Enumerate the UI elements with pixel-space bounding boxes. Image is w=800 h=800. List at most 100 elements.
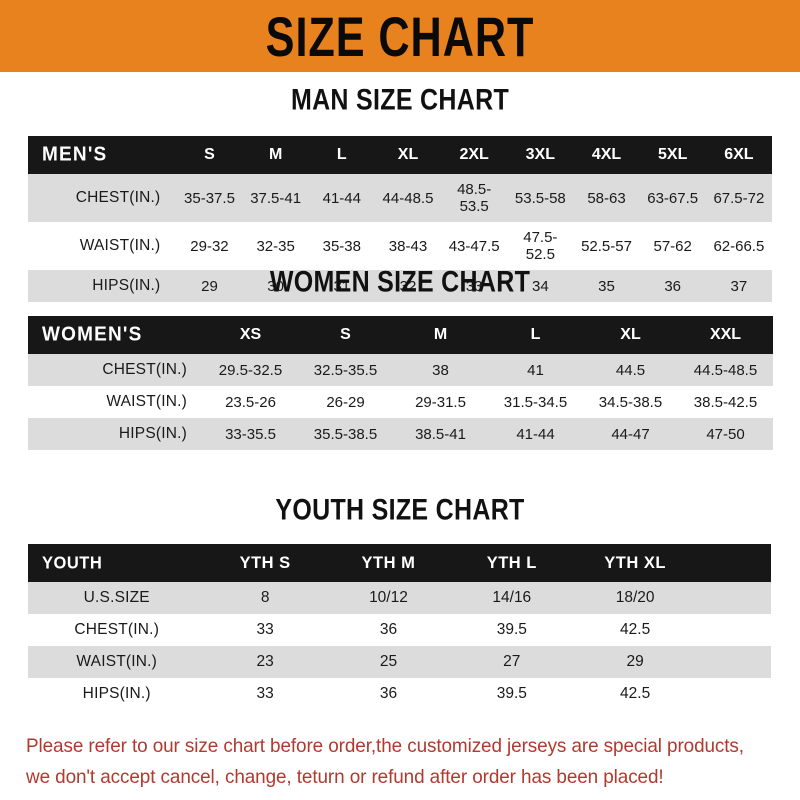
women-cell-2-3: 41-44	[516, 425, 555, 443]
men-cell-1-6: 52.5-57	[581, 237, 632, 255]
women-cell-1-2: 29-31.5	[415, 393, 466, 411]
youth-size-table: YOUTH YTH S YTH M YTH L YTH XL U.S.SIZE …	[28, 544, 771, 710]
women-cell-1-3: 31.5-34.5	[503, 393, 568, 411]
men-cell-1-2: 35-38	[322, 237, 361, 255]
men-header-row: MEN'S S M L XL 2XL 3XL 4XL 5XL 6XL	[28, 136, 772, 174]
youth-row-label-2: WAIST(IN.)	[76, 653, 158, 670]
youth-cell-1-3: 42.5	[620, 621, 651, 638]
youth-cell-1-spacer	[697, 614, 771, 646]
men-cell-2-2: 31	[333, 277, 351, 295]
table-row: WAIST(IN.) 29-32 32-35 35-38 38-43 43-47…	[28, 222, 772, 270]
table-row: HIPS(IN.) 33-35.5 35.5-38.5 38.5-41 41-4…	[28, 418, 773, 450]
men-row-label-2: HIPS(IN.)	[92, 277, 161, 294]
youth-cell-0-spacer	[697, 582, 771, 614]
youth-col-header-spacer	[697, 544, 771, 582]
table-row: WAIST(IN.) 23 25 27 29	[28, 646, 771, 678]
youth-cell-3-2: 39.5	[496, 685, 527, 702]
table-row: CHEST(IN.) 35-37.5 37.5-41 41-44 44-48.5…	[28, 174, 772, 222]
women-section-title: WOMEN SIZE CHART	[269, 265, 531, 299]
youth-cell-0-1: 10/12	[369, 589, 408, 606]
youth-cell-3-3: 42.5	[620, 685, 651, 702]
women-header-row: WOMEN'S XS S M L XL XXL	[28, 316, 773, 354]
table-row: CHEST(IN.) 29.5-32.5 32.5-35.5 38 41 44.…	[28, 354, 773, 386]
youth-cell-3-1: 36	[379, 685, 398, 702]
youth-cell-3-spacer	[697, 678, 771, 710]
men-cell-1-7: 57-62	[653, 237, 692, 255]
women-cell-2-4: 44-47	[611, 425, 650, 443]
men-table-head: MEN'S S M L XL 2XL 3XL 4XL 5XL 6XL	[28, 136, 772, 174]
men-col-header-2: L	[336, 146, 347, 163]
youth-cell-3-0: 33	[256, 685, 274, 702]
women-cell-0-2: 38	[432, 361, 449, 379]
youth-table-head: YOUTH YTH S YTH M YTH L YTH XL	[28, 544, 771, 582]
youth-cell-0-0: 8	[260, 589, 270, 606]
women-cell-2-0: 33-35.5	[225, 425, 276, 443]
men-cell-0-3: 44-48.5	[382, 189, 434, 207]
men-row-label-1: WAIST(IN.)	[79, 237, 161, 254]
men-col-header-6: 4XL	[591, 146, 622, 163]
youth-row-label-0: U.S.SIZE	[83, 589, 150, 606]
men-cell-2-6: 35	[598, 277, 615, 295]
disclaimer: Please refer to our size chart before or…	[26, 731, 755, 793]
youth-header-row: YOUTH YTH S YTH M YTH L YTH XL	[28, 544, 771, 582]
men-cell-0-0: 35-37.5	[184, 189, 235, 207]
men-cell-0-6: 58-63	[587, 189, 626, 207]
youth-cell-0-3: 18/20	[615, 589, 655, 606]
youth-cell-2-2: 27	[503, 653, 521, 670]
men-cell-2-7: 36	[664, 277, 682, 295]
women-col-header-1: S	[340, 326, 351, 343]
youth-cell-1-0: 33	[256, 621, 274, 638]
men-cell-0-4: 48.5-53.5	[457, 181, 492, 215]
youth-col-header-1: YTH M	[361, 553, 416, 572]
men-cell-2-8: 37	[730, 277, 748, 295]
women-cell-0-0: 29.5-32.5	[218, 361, 283, 379]
youth-cell-1-2: 39.5	[496, 621, 527, 638]
men-col-header-5: 3XL	[525, 146, 555, 163]
women-col-header-3: L	[530, 326, 541, 343]
youth-col-header-2: YTH L	[486, 553, 537, 572]
men-cell-1-5: 47.5-52.5	[523, 229, 558, 263]
men-cell-2-5: 34	[531, 277, 549, 295]
youth-row-label-3: HIPS(IN.)	[82, 685, 151, 702]
men-cell-1-8: 62-66.5	[713, 237, 765, 255]
men-table-body: CHEST(IN.) 35-37.5 37.5-41 41-44 44-48.5…	[28, 174, 772, 302]
men-cell-2-1: 30	[267, 277, 284, 295]
women-col-header-4: XL	[620, 326, 641, 343]
banner: SIZE CHART	[0, 0, 800, 72]
table-row: WAIST(IN.) 23.5-26 26-29 29-31.5 31.5-34…	[28, 386, 773, 418]
men-cell-0-8: 67.5-72	[713, 189, 765, 207]
youth-row-label-1: CHEST(IN.)	[74, 621, 160, 638]
women-cell-0-5: 44.5-48.5	[693, 361, 758, 379]
men-col-header-7: 5XL	[658, 146, 688, 163]
men-cell-0-2: 41-44	[322, 189, 361, 207]
men-col-header-0: S	[204, 146, 215, 163]
women-row-label-2: HIPS(IN.)	[118, 425, 187, 442]
men-corner-label: MEN'S	[42, 143, 108, 166]
table-row: CHEST(IN.) 33 36 39.5 42.5	[28, 614, 771, 646]
men-cell-2-3: 32	[399, 277, 417, 295]
youth-section-title: YOUTH SIZE CHART	[275, 493, 525, 527]
women-cell-0-4: 44.5	[615, 361, 646, 379]
women-cell-0-1: 32.5-35.5	[313, 361, 378, 379]
men-col-header-3: XL	[397, 146, 419, 163]
banner-title: SIZE CHART	[265, 4, 535, 68]
women-cell-2-1: 35.5-38.5	[313, 425, 378, 443]
youth-corner-label: YOUTH	[42, 552, 103, 573]
table-row: HIPS(IN.) 29 30 31 32 33 34 35 36 37	[28, 270, 772, 302]
youth-col-header-3: YTH XL	[604, 553, 666, 572]
youth-cell-2-spacer	[697, 646, 771, 678]
disclaimer-line-2: we don't accept cancel, change, teturn o…	[26, 766, 664, 788]
men-cell-0-5: 53.5-58	[514, 189, 566, 207]
disclaimer-line-1: Please refer to our size chart before or…	[26, 735, 744, 757]
women-cell-1-5: 38.5-42.5	[693, 393, 758, 411]
men-cell-2-0: 29	[201, 277, 218, 295]
men-col-header-1: M	[268, 146, 283, 163]
men-row-label-0: CHEST(IN.)	[75, 189, 161, 206]
table-row: U.S.SIZE 8 10/12 14/16 18/20	[28, 582, 771, 614]
men-col-header-4: 2XL	[459, 146, 489, 163]
women-table-body: CHEST(IN.) 29.5-32.5 32.5-35.5 38 41 44.…	[28, 354, 773, 450]
women-table-head: WOMEN'S XS S M L XL XXL	[28, 316, 773, 354]
men-size-table: MEN'S S M L XL 2XL 3XL 4XL 5XL 6XL CHEST…	[28, 136, 772, 302]
men-cell-1-3: 38-43	[388, 237, 428, 255]
